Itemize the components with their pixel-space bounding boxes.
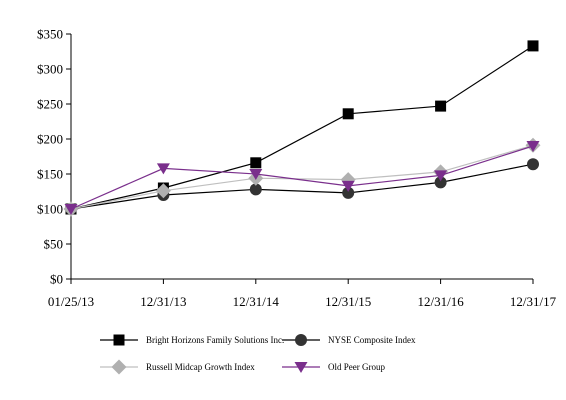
data-point xyxy=(249,183,262,196)
data-point xyxy=(249,169,263,180)
y-tick-label: $100 xyxy=(37,202,63,217)
y-tick-label: $150 xyxy=(37,167,63,182)
data-point xyxy=(342,108,354,120)
legend-label: Bright Horizons Family Solutions Inc. xyxy=(146,335,284,345)
legend-marker xyxy=(295,334,307,346)
y-tick-label: $350 xyxy=(37,27,63,42)
y-tick-label: $200 xyxy=(37,132,63,147)
x-tick-label: 12/31/16 xyxy=(417,294,464,309)
data-point xyxy=(527,158,539,171)
x-tick-label: 12/31/14 xyxy=(233,294,280,309)
data-point xyxy=(434,176,447,189)
data-point xyxy=(342,186,355,199)
series-line xyxy=(70,144,534,210)
series-3 xyxy=(64,141,540,215)
y-tick-label: $50 xyxy=(44,237,64,252)
legend-item: Russell Midcap Growth Index xyxy=(100,359,255,375)
data-point xyxy=(527,40,539,52)
series-0 xyxy=(65,40,539,215)
series-layer xyxy=(63,40,541,217)
legend-label: NYSE Composite Index xyxy=(328,335,416,345)
data-point xyxy=(250,157,262,169)
y-tick-label: $0 xyxy=(50,272,63,287)
y-tick-label: $250 xyxy=(37,97,63,112)
legend-marker xyxy=(113,334,125,346)
legend-item: Bright Horizons Family Solutions Inc. xyxy=(100,334,284,346)
legend-label: Old Peer Group xyxy=(328,362,385,372)
y-tick-label: $300 xyxy=(37,62,63,77)
x-tick-label: 01/25/13 xyxy=(48,294,94,309)
data-point xyxy=(526,141,540,152)
legend-marker xyxy=(294,362,308,373)
x-tick-label: 12/31/15 xyxy=(325,294,371,309)
legend-label: Russell Midcap Growth Index xyxy=(146,362,255,372)
data-point xyxy=(156,163,170,175)
legend-item: Old Peer Group xyxy=(282,362,385,373)
data-point xyxy=(435,100,447,112)
legend: Bright Horizons Family Solutions Inc. NYS… xyxy=(100,334,416,375)
legend-marker xyxy=(111,359,127,375)
data-point xyxy=(434,170,448,182)
series-line xyxy=(70,45,534,210)
series-line xyxy=(70,145,534,210)
data-point xyxy=(64,204,78,215)
legend-item: NYSE Composite Index xyxy=(282,334,416,346)
axes: $0 $50 $100 $150 $200 $250 $300 $350 01/25/13 12/… xyxy=(37,27,557,310)
data-point xyxy=(155,183,171,199)
x-tick-label: 12/31/13 xyxy=(140,294,186,309)
x-tick-label: 12/31/17 xyxy=(510,294,557,309)
series-line xyxy=(70,163,534,210)
data-point xyxy=(341,180,355,192)
